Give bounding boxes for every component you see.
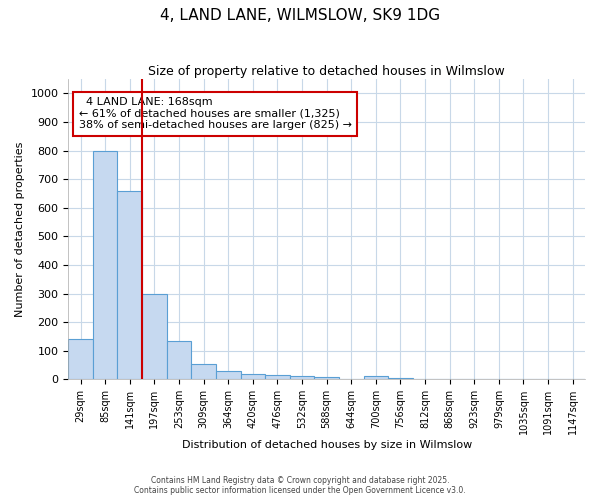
Bar — [93, 150, 118, 380]
Bar — [265, 375, 290, 380]
Bar — [68, 340, 93, 380]
Bar — [216, 371, 241, 380]
Bar — [388, 378, 413, 380]
Bar — [118, 190, 142, 380]
Bar — [364, 376, 388, 380]
Bar — [314, 377, 339, 380]
Bar — [290, 376, 314, 380]
Bar — [241, 374, 265, 380]
Bar — [167, 341, 191, 380]
Text: 4, LAND LANE, WILMSLOW, SK9 1DG: 4, LAND LANE, WILMSLOW, SK9 1DG — [160, 8, 440, 22]
Y-axis label: Number of detached properties: Number of detached properties — [15, 142, 25, 317]
X-axis label: Distribution of detached houses by size in Wilmslow: Distribution of detached houses by size … — [182, 440, 472, 450]
Bar — [191, 364, 216, 380]
Text: 4 LAND LANE: 168sqm
← 61% of detached houses are smaller (1,325)
38% of semi-det: 4 LAND LANE: 168sqm ← 61% of detached ho… — [79, 97, 352, 130]
Title: Size of property relative to detached houses in Wilmslow: Size of property relative to detached ho… — [148, 65, 505, 78]
Bar — [142, 294, 167, 380]
Text: Contains HM Land Registry data © Crown copyright and database right 2025.
Contai: Contains HM Land Registry data © Crown c… — [134, 476, 466, 495]
